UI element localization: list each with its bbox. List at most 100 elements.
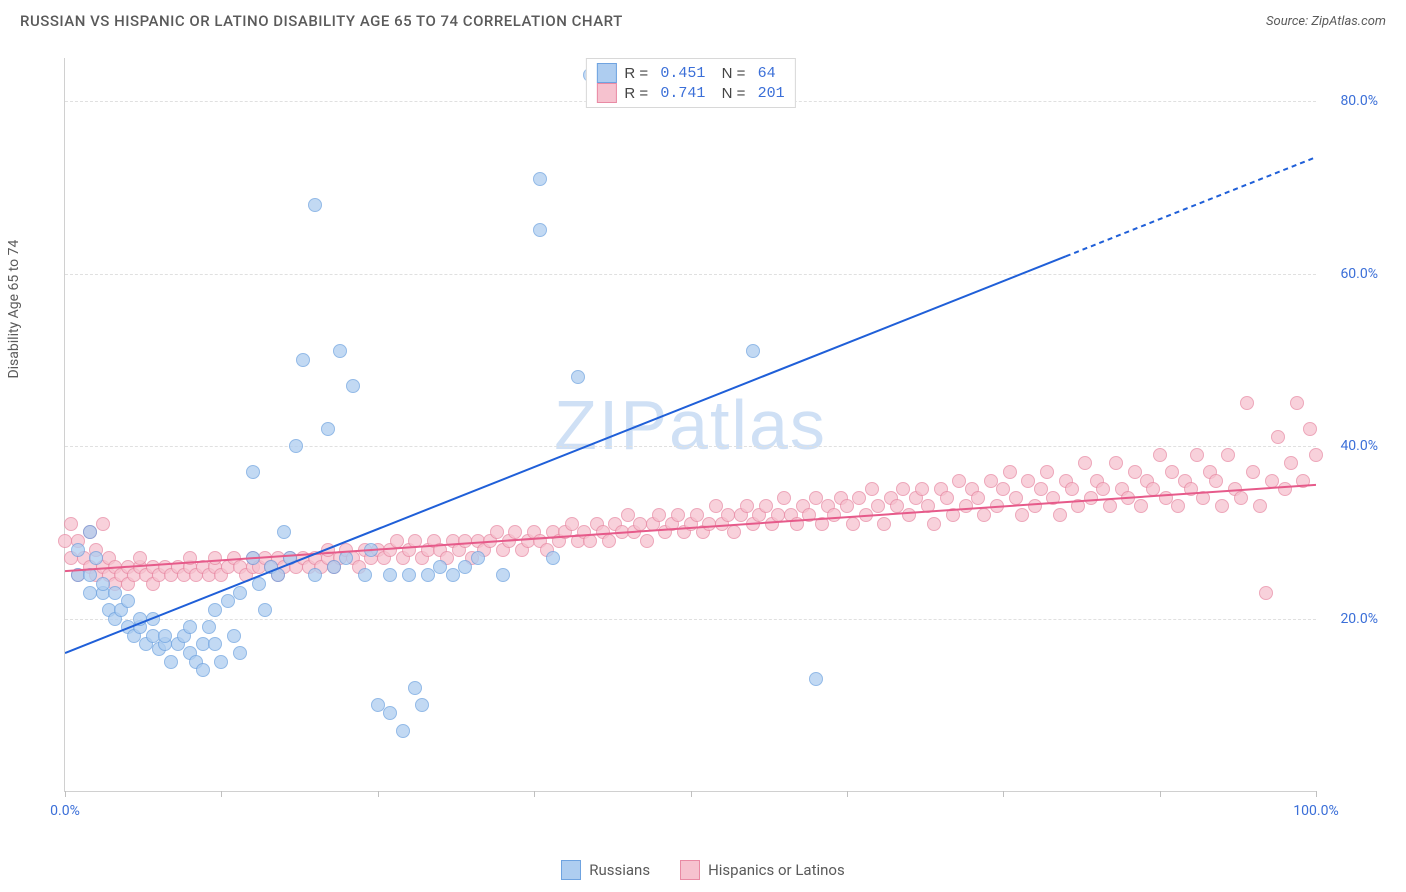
scatter-point: [1278, 482, 1292, 496]
scatter-point: [1240, 396, 1254, 410]
scatter-point: [1109, 456, 1123, 470]
scatter-point: [327, 560, 341, 574]
scatter-point: [1284, 456, 1298, 470]
scatter-point: [202, 620, 216, 634]
scatter-point: [852, 491, 866, 505]
x-tick: [691, 791, 692, 797]
scatter-point: [759, 499, 773, 513]
scatter-point: [227, 629, 241, 643]
scatter-point: [208, 603, 222, 617]
scatter-point: [183, 551, 197, 565]
scatter-point: [927, 517, 941, 531]
scatter-point: [1271, 430, 1285, 444]
correlation-legend: R = 0.451 N = 64 R = 0.741 N = 201: [585, 58, 795, 108]
scatter-point: [652, 508, 666, 522]
legend-stat-label: R =: [624, 65, 652, 82]
scatter-point: [446, 568, 460, 582]
scatter-point: [1171, 499, 1185, 513]
scatter-point: [364, 543, 378, 557]
scatter-point: [977, 508, 991, 522]
scatter-point: [709, 499, 723, 513]
scatter-point: [1246, 465, 1260, 479]
scatter-point: [1128, 465, 1142, 479]
scatter-point: [640, 534, 654, 548]
scatter-points-layer: [65, 58, 1316, 791]
y-tick-label: 40.0%: [1340, 438, 1378, 454]
scatter-point: [790, 517, 804, 531]
source-attribution: Source: ZipAtlas.com: [1266, 14, 1386, 29]
scatter-point: [952, 474, 966, 488]
scatter-point: [321, 422, 335, 436]
scatter-point: [508, 525, 522, 539]
scatter-point: [89, 551, 103, 565]
scatter-point: [383, 568, 397, 582]
scatter-point: [458, 560, 472, 574]
scatter-point: [1215, 499, 1229, 513]
chart-title: RUSSIAN VS HISPANIC OR LATINO DISABILITY…: [20, 12, 623, 30]
scatter-point: [533, 172, 547, 186]
series-legend: Russians Hispanics or Latinos: [0, 860, 1406, 880]
scatter-point: [208, 637, 222, 651]
scatter-point: [621, 508, 635, 522]
scatter-point: [1121, 491, 1135, 505]
scatter-point: [415, 698, 429, 712]
scatter-point: [271, 568, 285, 582]
scatter-point: [408, 534, 422, 548]
x-tick: [1003, 791, 1004, 797]
scatter-point: [196, 663, 210, 677]
legend-n-value: 64: [758, 65, 776, 82]
scatter-point: [333, 344, 347, 358]
x-tick: [1160, 791, 1161, 797]
scatter-point: [296, 353, 310, 367]
scatter-point: [133, 551, 147, 565]
legend-swatch-russians: [561, 860, 581, 880]
scatter-point: [390, 534, 404, 548]
scatter-point: [1234, 491, 1248, 505]
scatter-point: [1084, 491, 1098, 505]
plot-area: ZIPatlas R = 0.451 N = 64 R = 0.741 N = …: [64, 58, 1316, 792]
scatter-point: [1028, 499, 1042, 513]
scatter-point: [1290, 396, 1304, 410]
scatter-point: [996, 482, 1010, 496]
scatter-point: [471, 551, 485, 565]
scatter-point: [146, 612, 160, 626]
scatter-point: [1146, 482, 1160, 496]
scatter-point: [339, 551, 353, 565]
scatter-point: [902, 508, 916, 522]
chart-container: Disability Age 65 to 74 ZIPatlas R = 0.4…: [20, 48, 1386, 832]
scatter-point: [802, 508, 816, 522]
scatter-point: [571, 370, 585, 384]
scatter-point: [1253, 499, 1267, 513]
y-axis-label: Disability Age 65 to 74: [6, 240, 22, 379]
scatter-point: [984, 474, 998, 488]
scatter-point: [246, 551, 260, 565]
scatter-point: [246, 465, 260, 479]
scatter-point: [1165, 465, 1179, 479]
scatter-point: [208, 551, 222, 565]
scatter-point: [71, 543, 85, 557]
scatter-point: [358, 568, 372, 582]
scatter-point: [846, 517, 860, 531]
scatter-point: [1071, 499, 1085, 513]
scatter-point: [1190, 448, 1204, 462]
y-tick-label: 60.0%: [1340, 266, 1378, 282]
scatter-point: [233, 646, 247, 660]
scatter-point: [183, 620, 197, 634]
scatter-point: [121, 594, 135, 608]
x-tick: [1316, 791, 1317, 797]
scatter-point: [946, 508, 960, 522]
scatter-point: [258, 603, 272, 617]
scatter-point: [915, 482, 929, 496]
legend-label: Hispanics or Latinos: [708, 861, 845, 879]
scatter-point: [308, 568, 322, 582]
scatter-point: [1296, 474, 1310, 488]
scatter-point: [1259, 586, 1273, 600]
scatter-point: [809, 491, 823, 505]
scatter-point: [890, 499, 904, 513]
legend-row-hispanics: R = 0.741 N = 201: [596, 83, 784, 103]
scatter-point: [565, 517, 579, 531]
scatter-point: [321, 543, 335, 557]
scatter-point: [827, 508, 841, 522]
legend-item-hispanics: Hispanics or Latinos: [680, 860, 845, 880]
scatter-point: [1303, 422, 1317, 436]
